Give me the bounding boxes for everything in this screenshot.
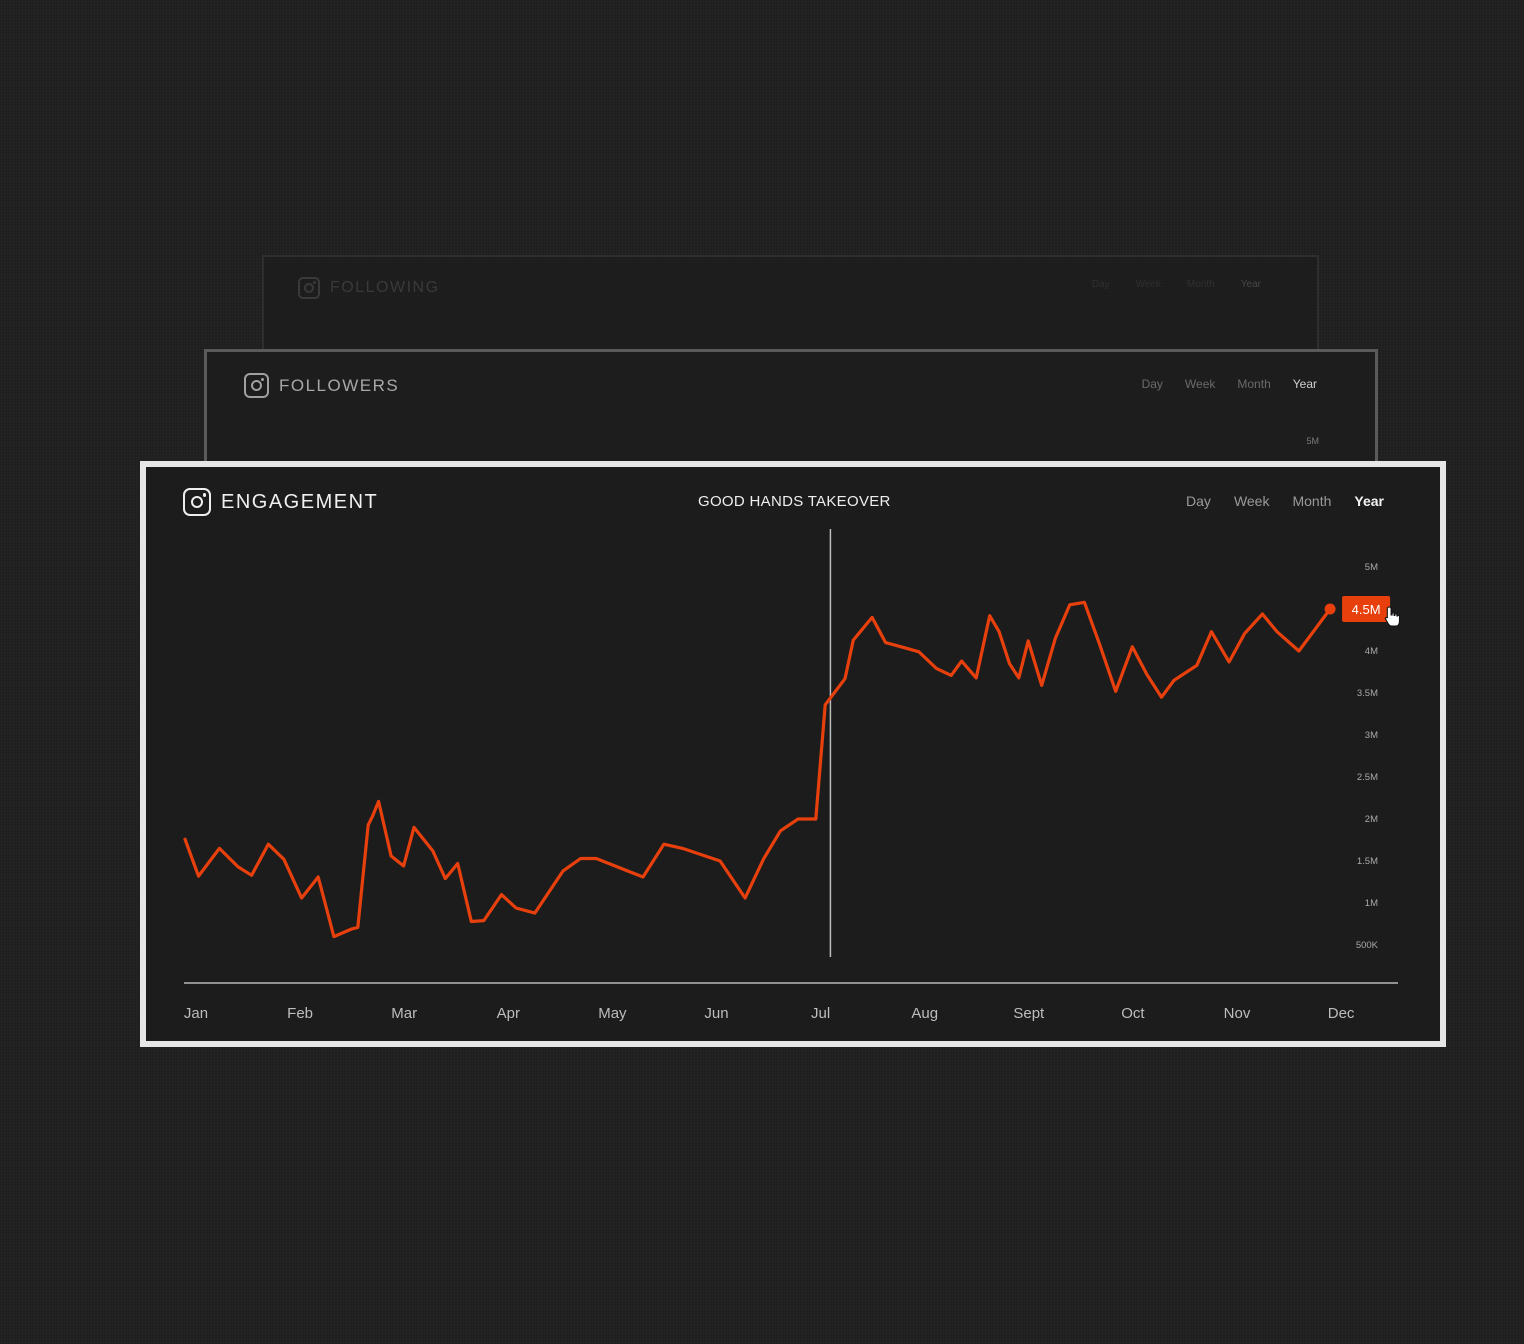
tab-year[interactable]: Year	[1240, 279, 1261, 290]
x-tick-label-mar: Mar	[391, 1005, 417, 1022]
engagement-title-text: ENGAGEMENT	[221, 490, 379, 513]
engagement-title: ENGAGEMENT	[183, 488, 378, 516]
value-badge	[1342, 596, 1391, 622]
y-tick-label: 1M	[1365, 898, 1378, 909]
y-tick-label: 5M	[1365, 562, 1378, 573]
instagram-icon	[298, 277, 320, 299]
value-badge-label: 4.5M	[1352, 602, 1381, 617]
y-tick-label: 500K	[1356, 940, 1379, 951]
following-title-text: FOLLOWING	[330, 279, 440, 296]
x-tick-label-dec: Dec	[1328, 1005, 1355, 1022]
x-tick-label-nov: Nov	[1224, 1005, 1251, 1022]
tab-month[interactable]: Month	[1186, 279, 1215, 290]
tab-week[interactable]: Week	[1233, 493, 1270, 509]
engagement-card[interactable]: ENGAGEMENT GOOD HANDS TAKEOVER Day Week …	[140, 461, 1446, 1047]
tab-day[interactable]: Day	[1091, 279, 1110, 290]
tab-day[interactable]: Day	[1141, 377, 1163, 391]
followers-range-tabs: Day Week Month Year	[1142, 377, 1317, 391]
engagement-series-line	[183, 600, 1332, 939]
annotation-label: GOOD HANDS TAKEOVER	[698, 493, 891, 510]
followers-title: FOLLOWERS	[244, 373, 399, 398]
tab-week[interactable]: Week	[1184, 377, 1216, 391]
tab-day[interactable]: Day	[1186, 493, 1211, 509]
y-tick-label: 3M	[1365, 730, 1378, 741]
x-tick-label-may: May	[598, 1005, 627, 1022]
x-tick-label-feb: Feb	[287, 1005, 313, 1022]
followers-title-text: FOLLOWERS	[279, 375, 400, 395]
tab-month[interactable]: Month	[1292, 493, 1332, 509]
x-tick-label-jul: Jul	[811, 1005, 830, 1022]
x-tick-label-oct: Oct	[1121, 1005, 1145, 1022]
tab-month[interactable]: Month	[1237, 377, 1271, 391]
x-tick-label-sept: Sept	[1013, 1005, 1045, 1022]
instagram-icon	[183, 488, 211, 516]
y-tick-label: 3.5M	[1357, 688, 1378, 699]
tab-year[interactable]: Year	[1292, 377, 1317, 391]
y-tick-label: 2.5M	[1357, 772, 1378, 783]
tab-year[interactable]: Year	[1354, 493, 1384, 509]
following-title: FOLLOWING	[298, 277, 440, 299]
engagement-range-tabs: Day Week Month Year	[1163, 493, 1384, 509]
pointer-hand-shape	[1384, 606, 1401, 627]
y-tick-label: 2M	[1365, 814, 1378, 825]
y-tick-label: 4M	[1365, 646, 1378, 657]
highlight-point	[1324, 603, 1336, 615]
tab-week[interactable]: Week	[1135, 279, 1161, 290]
x-tick-label-apr: Apr	[497, 1005, 520, 1022]
x-tick-label-jan: Jan	[184, 1005, 208, 1022]
y-tick-label: 5M	[1306, 436, 1319, 446]
y-tick-label: 1.5M	[1357, 856, 1378, 867]
instagram-icon	[244, 373, 269, 398]
following-range-tabs: Day Week Month Year	[1092, 279, 1261, 290]
pointer-hand-icon	[1384, 606, 1401, 627]
x-tick-label-jun: Jun	[704, 1005, 728, 1022]
x-tick-label-aug: Aug	[911, 1005, 938, 1022]
engagement-chart: Jan Feb Mar Apr May Jun Jul Aug Sept Oct Nov Dec 500…	[183, 529, 1401, 1022]
